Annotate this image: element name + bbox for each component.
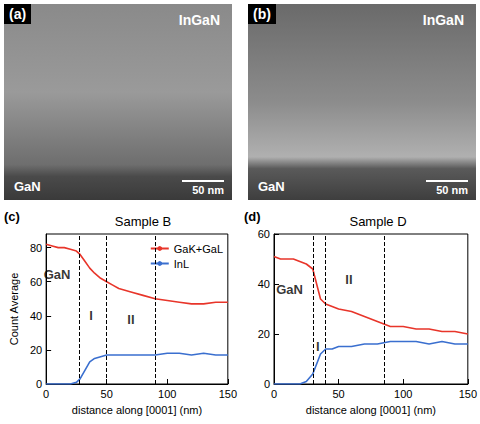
svg-text:Count Average: Count Average (8, 273, 20, 346)
svg-text:I: I (89, 308, 93, 323)
svg-text:GaN: GaN (276, 282, 303, 297)
html-text:50 nm: 50 nm (192, 184, 224, 196)
svg-text:60: 60 (258, 228, 270, 240)
svg-text:Sample B: Sample B (115, 214, 171, 229)
svg-text:60: 60 (30, 276, 42, 288)
svg-text:20: 20 (30, 344, 42, 356)
svg-text:0: 0 (264, 378, 270, 390)
svg-text:50: 50 (332, 388, 344, 400)
html-text:(b): (b) (253, 6, 271, 22)
html-text:InGaN: InGaN (422, 12, 464, 28)
svg-text:150: 150 (459, 388, 477, 400)
svg-text:40: 40 (30, 310, 42, 322)
html-text:GaN: GaN (258, 179, 285, 194)
svg-text:80: 80 (30, 242, 42, 254)
svg-text:40: 40 (258, 278, 270, 290)
html-text:(a): (a) (9, 6, 27, 22)
svg-text:50: 50 (101, 388, 113, 400)
svg-text:distance along [0001] (nm): distance along [0001] (nm) (306, 404, 436, 416)
svg-text:(d): (d) (244, 209, 261, 224)
svg-text:0: 0 (271, 388, 277, 400)
svg-text:Sample D: Sample D (349, 214, 406, 229)
svg-text:InL: InL (174, 258, 189, 270)
svg-text:GaK+GaL: GaK+GaL (174, 243, 223, 255)
html-text:InGaN: InGaN (178, 12, 220, 28)
svg-text:0: 0 (43, 388, 49, 400)
svg-text:II: II (345, 272, 352, 287)
svg-text:100: 100 (158, 388, 176, 400)
html-text:50 nm: 50 nm (436, 184, 468, 196)
html-text:GaN: GaN (14, 179, 41, 194)
svg-text:20: 20 (258, 328, 270, 340)
svg-text:100: 100 (394, 388, 412, 400)
svg-text:GaN: GaN (44, 267, 71, 282)
svg-text:I: I (316, 339, 320, 354)
svg-text:(c): (c) (4, 209, 20, 224)
svg-text:II: II (127, 312, 134, 327)
svg-text:150: 150 (219, 388, 237, 400)
svg-text:distance along [0001] (nm): distance along [0001] (nm) (72, 404, 202, 416)
svg-text:0: 0 (36, 378, 42, 390)
